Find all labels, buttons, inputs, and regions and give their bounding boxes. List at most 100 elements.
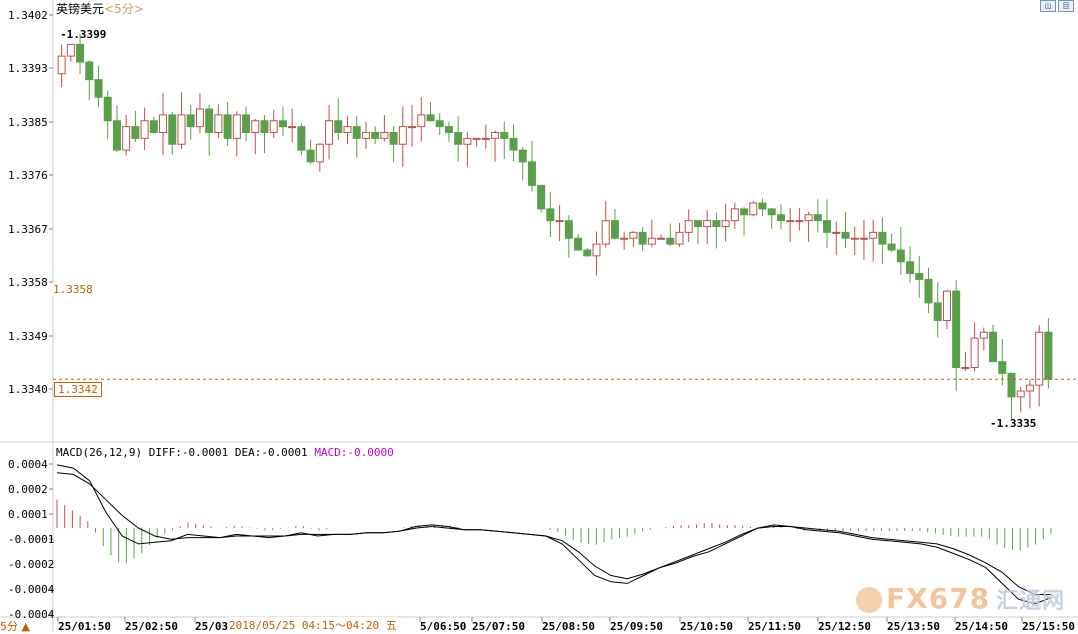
- instrument-title: 英镑美元<5分>: [56, 0, 144, 17]
- candle: [140, 107, 149, 150]
- candle-body: [684, 220, 693, 233]
- candle: [887, 233, 896, 252]
- candle: [869, 219, 878, 262]
- candle: [159, 92, 168, 156]
- high-marker: -1.3399: [60, 28, 107, 41]
- candle: [131, 110, 140, 143]
- candle-body: [103, 96, 112, 122]
- price-tick-label: 1.3367: [8, 223, 48, 236]
- candle-body: [131, 126, 140, 139]
- candle-body: [906, 261, 915, 274]
- candle-body: [389, 132, 398, 145]
- candle: [426, 101, 435, 122]
- candle-body: [933, 302, 942, 321]
- candle: [278, 106, 287, 137]
- candle: [657, 234, 666, 240]
- candle: [223, 102, 232, 147]
- candle-body: [223, 114, 232, 139]
- candle: [970, 322, 979, 372]
- candle-body: [961, 367, 970, 369]
- candle: [149, 116, 158, 134]
- candle: [666, 223, 675, 247]
- candle-body: [952, 290, 961, 368]
- candle-body: [472, 137, 481, 140]
- candle-body: [66, 43, 75, 57]
- chart-toolbar: 山 目: [1040, 0, 1074, 12]
- time-tick-label: 25/08:50: [542, 620, 595, 632]
- candle: [417, 97, 426, 142]
- candle-body: [776, 214, 785, 222]
- candle-body: [380, 132, 389, 139]
- candle: [878, 217, 887, 264]
- candle: [610, 209, 619, 240]
- macd-y-axis: 0.0004 0.0002 0.0001 -0.0001 -0.0002 -0.0004 -…: [8, 458, 55, 621]
- candle: [527, 140, 536, 192]
- candle-body: [915, 273, 924, 280]
- candle-body: [149, 120, 158, 133]
- candle-body: [269, 120, 278, 133]
- candle: [813, 199, 822, 233]
- candle-body: [251, 120, 260, 133]
- dea-line: [56, 472, 1051, 595]
- candle: [924, 267, 933, 314]
- candle: [915, 255, 924, 298]
- candle: [306, 139, 315, 164]
- candle-body: [334, 120, 343, 133]
- candle-body: [288, 126, 297, 129]
- candle-body: [869, 231, 878, 239]
- macd-tick-label: 0.0002: [8, 483, 48, 496]
- macd-tick-label: -0.0002: [8, 558, 54, 571]
- candle: [444, 121, 453, 142]
- candle: [758, 198, 767, 217]
- price-tick-label: 1.3393: [8, 62, 48, 75]
- candle-body: [463, 137, 472, 145]
- time-tick-label: 25/12:50: [818, 620, 871, 632]
- candle: [122, 114, 131, 156]
- macd-tick-label: -0.0001: [8, 533, 54, 546]
- grid-toggle-icon[interactable]: 目: [1058, 0, 1074, 12]
- candle: [730, 202, 739, 230]
- candle-body: [989, 331, 998, 363]
- price-tick-label: 1.3376: [8, 169, 48, 182]
- candle-body: [454, 132, 463, 145]
- crosshair-time-tooltip: 2018/05/25 04:15～04:20 五: [229, 617, 397, 633]
- price-tick-label: 1.3358: [8, 276, 48, 289]
- candle-body: [1007, 372, 1016, 398]
- price-tick-label: 1.3385: [8, 116, 48, 129]
- price-tick-label: 1.3349: [8, 330, 48, 343]
- candle: [214, 104, 223, 138]
- candle: [112, 105, 121, 152]
- candle-body: [214, 114, 223, 133]
- candle-body: [998, 361, 1007, 374]
- candle: [361, 121, 370, 149]
- candle: [749, 201, 758, 217]
- macd-legend: MACD(26,12,9) DIFF:-0.0001 DEA:-0.0001 M…: [56, 446, 394, 459]
- candle: [933, 282, 942, 338]
- candle: [288, 108, 297, 142]
- candle: [767, 208, 776, 229]
- candle-body: [657, 237, 666, 240]
- candle-body: [537, 184, 546, 210]
- chart-type-icon[interactable]: 山: [1040, 0, 1056, 12]
- candle-body: [140, 120, 149, 139]
- macd-readout: MACD:-0.0000: [314, 446, 394, 459]
- candle: [841, 211, 850, 249]
- candle: [103, 90, 112, 140]
- candle-body: [57, 55, 66, 75]
- candle-body: [896, 249, 905, 263]
- candle: [693, 220, 702, 245]
- candle: [620, 231, 629, 250]
- timeframe-tab[interactable]: 5分 ▲: [0, 620, 30, 633]
- candle-body: [647, 237, 656, 245]
- candle-body: [371, 132, 380, 139]
- candle: [1016, 386, 1025, 413]
- candle-body: [583, 249, 592, 257]
- candle-body: [546, 208, 555, 222]
- candle: [260, 115, 269, 154]
- timeframe-label[interactable]: <5分>: [104, 2, 144, 16]
- candlestick-series[interactable]: [57, 33, 1053, 421]
- candle: [66, 43, 75, 62]
- candle-body: [260, 120, 269, 133]
- candle-body: [703, 220, 712, 227]
